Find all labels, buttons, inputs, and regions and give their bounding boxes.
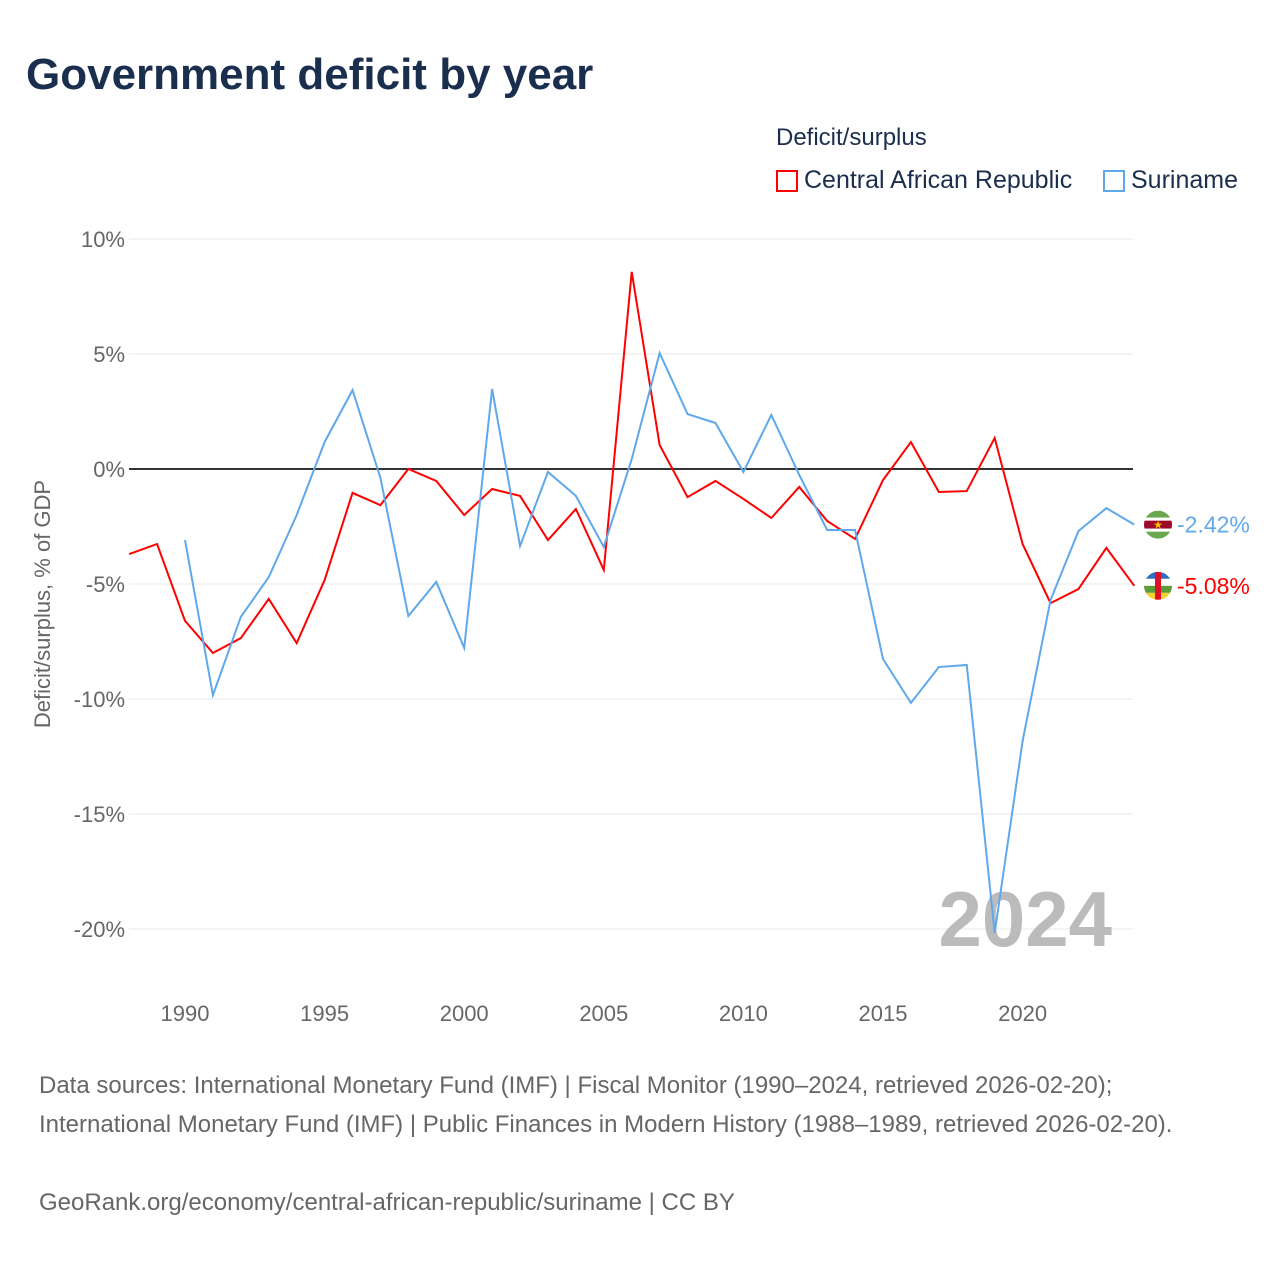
x-tick-label: 2005 — [579, 1001, 628, 1026]
chart-title: Government deficit by year — [26, 50, 594, 99]
legend-label: Central African Republic — [804, 166, 1073, 194]
flag-part — [1144, 531, 1172, 539]
legend-item-car[interactable]: Central African Republic — [776, 166, 1072, 195]
end-value-label: -2.42% — [1177, 512, 1250, 538]
year-watermark: 2024 — [938, 875, 1112, 963]
y-tick-label: -15% — [74, 802, 125, 827]
y-axis-label: Deficit/surplus, % of GDP — [30, 480, 55, 728]
flag-part — [1144, 528, 1172, 532]
legend-item-suriname[interactable]: Suriname — [1103, 166, 1238, 195]
legend-label: Suriname — [1131, 166, 1238, 194]
suriname-flag-star-icon: ★ — [1153, 520, 1163, 532]
series-line-suriname — [184, 350, 1135, 934]
series-line-car — [128, 271, 1136, 655]
flag-part — [1144, 510, 1172, 518]
flag-part — [1144, 520, 1172, 529]
line-chart: 10% 5% 0% -5% -10% -15% -20% 1990 1995 2000 2005 20… — [30, 227, 1250, 1026]
x-tick-label: 1995 — [300, 1001, 349, 1026]
flag-part — [1144, 517, 1172, 521]
end-value-label: -5.08% — [1177, 573, 1250, 599]
y-tick-label: -10% — [74, 687, 125, 712]
x-tick-label: 2015 — [859, 1001, 908, 1026]
x-tick-label: 2000 — [440, 1001, 489, 1026]
y-tick-label: 5% — [93, 342, 125, 367]
x-tick-label: 2020 — [998, 1001, 1047, 1026]
attribution: GeoRank.org/economy/central-african-repu… — [39, 1189, 735, 1216]
x-tick-label: 1990 — [161, 1001, 210, 1026]
x-tick-label: 2010 — [719, 1001, 768, 1026]
data-sources: Data sources: International Monetary Fun… — [39, 1072, 1173, 1138]
flag-part — [1155, 571, 1161, 600]
legend-swatch — [1103, 169, 1125, 192]
y-tick-label: -5% — [86, 572, 125, 597]
y-tick-label: 10% — [81, 227, 125, 252]
y-tick-label: -20% — [74, 917, 125, 942]
legend-title: Deficit/surplus — [776, 124, 927, 151]
legend-swatch — [776, 169, 798, 192]
y-tick-label: 0% — [93, 457, 125, 482]
